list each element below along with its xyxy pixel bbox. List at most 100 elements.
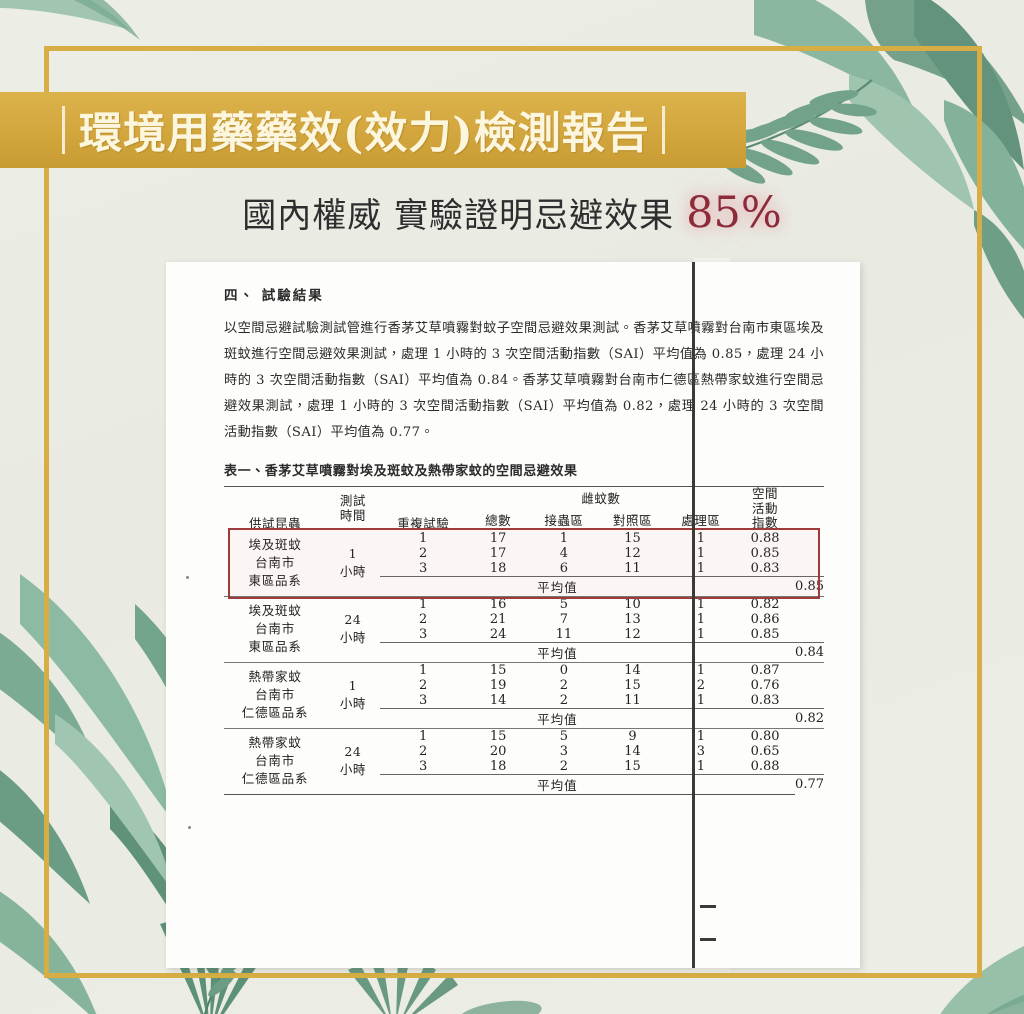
cell-treated: 1 <box>696 560 706 576</box>
table-average-row: 平均值 0.77 <box>224 773 824 794</box>
insect-line: 東區品系 <box>248 573 302 588</box>
table-row: 熱帶家蚊 台南市 仁德區品系 1 小時 1 15 0 14 1 0.87 <box>224 662 824 720</box>
cell-total: 24 <box>489 626 507 642</box>
table-row: 2 19 2 15 2 0.76 <box>224 678 824 693</box>
average-label: 平均值 <box>379 575 736 596</box>
scanned-report-page: 四、 試驗結果 以空間忌避試驗測試管進行香茅艾草噴霧對蚊子空間忌避效果測試。香茅… <box>166 262 860 968</box>
cell-control: 15 <box>624 677 641 693</box>
time-line: 小時 <box>339 696 366 711</box>
cell-sai: 0.88 <box>750 758 780 774</box>
insect-line: 台南市 <box>255 555 295 570</box>
cell-total: 16 <box>489 596 507 612</box>
cell-replicate: 2 <box>419 545 428 561</box>
cell-control: 14 <box>624 662 641 678</box>
results-table-head: 供試昆蟲 測試 時間 重複試驗 雌蚊數 空間 活動 指數 總數 接蟲區 對照區 處理區 <box>224 486 824 531</box>
cell-control: 11 <box>624 560 641 576</box>
cell-treated: 1 <box>696 596 706 612</box>
cell-release: 2 <box>559 677 569 693</box>
cell-replicate: 1 <box>419 530 428 546</box>
cell-control: 10 <box>624 596 641 612</box>
cell-sai: 0.85 <box>750 626 780 642</box>
insect-line: 仁德區品系 <box>241 771 309 786</box>
banner-divider-left <box>62 106 65 154</box>
table-row: 3 24 11 12 1 0.85 <box>224 627 824 643</box>
efficacy-percentage: 85% <box>686 188 782 238</box>
table-caption: 表一、香茅艾草噴霧對埃及斑蚊及熱帶家蚊的空間忌避效果 <box>224 464 578 479</box>
subtitle-text: 國內權威 實驗證明忌避效果 <box>242 196 675 236</box>
average-value: 0.77 <box>795 773 824 794</box>
average-value: 0.84 <box>795 641 824 662</box>
time-line: 24 <box>344 612 362 627</box>
table-row: 3 18 6 11 1 0.83 <box>224 561 824 577</box>
cell-release: 3 <box>559 743 569 759</box>
table-row: 2 20 3 14 3 0.65 <box>224 744 824 759</box>
cell-insect: 埃及斑蚊 台南市 東區品系 <box>224 596 326 662</box>
subtitle-row: 國內權威 實驗證明忌避效果 85% <box>0 188 1024 238</box>
cell-test-time: 1 小時 <box>326 531 380 597</box>
binder-mark-bottom <box>700 938 716 941</box>
table-row: 熱帶家蚊 台南市 仁德區品系 24 小時 1 15 5 9 1 0.80 <box>224 728 824 786</box>
cell-sai: 0.83 <box>750 560 780 576</box>
cell-test-time: 24 小時 <box>326 728 380 794</box>
cell-release: 1 <box>559 530 569 546</box>
th-insect: 供試昆蟲 <box>249 515 302 531</box>
cell-replicate: 3 <box>419 626 428 642</box>
banner-divider-right <box>661 106 665 154</box>
insect-line: 台南市 <box>255 621 295 636</box>
results-table: 供試昆蟲 測試 時間 重複試驗 雌蚊數 空間 活動 指數 總數 接蟲區 對照區 處理區 <box>224 486 824 798</box>
insect-line: 熱帶家蚊 <box>248 735 302 750</box>
cell-sai: 0.85 <box>750 545 780 561</box>
cell-treated: 1 <box>696 626 706 642</box>
insect-line: 埃及斑蚊 <box>248 603 302 618</box>
cell-treated: 1 <box>696 530 706 546</box>
cell-total: 18 <box>489 560 507 576</box>
insect-line: 熱帶家蚊 <box>248 669 302 684</box>
page-speck-2 <box>188 826 191 829</box>
time-line: 小時 <box>339 630 366 645</box>
cell-control: 12 <box>624 545 641 561</box>
results-table-wrapper: 供試昆蟲 測試 時間 重複試驗 雌蚊數 空間 活動 指數 總數 接蟲區 對照區 處理區 <box>224 486 824 798</box>
cell-total: 15 <box>489 662 507 678</box>
cell-control: 15 <box>624 530 641 546</box>
cell-replicate: 3 <box>419 692 428 708</box>
table-row: 3 18 2 15 1 0.88 <box>224 759 824 775</box>
cell-replicate: 1 <box>419 662 428 678</box>
cell-control: 12 <box>624 626 641 642</box>
cell-total: 17 <box>489 530 507 546</box>
document-page-edge <box>692 262 695 968</box>
th-control-zone: 對照區 <box>612 513 652 529</box>
cell-total: 20 <box>489 743 507 759</box>
cell-insect: 熱帶家蚊 台南市 仁德區品系 <box>224 728 326 794</box>
cell-release: 7 <box>559 611 569 627</box>
time-line: 24 <box>344 744 362 759</box>
cell-test-time: 1 小時 <box>326 662 380 728</box>
table-row: 埃及斑蚊 台南市 東區品系 1 小時 1 17 1 15 1 0.88 <box>224 530 824 589</box>
cell-sai: 0.88 <box>750 530 780 546</box>
cell-replicate: 2 <box>419 611 428 627</box>
page-title: 環境用藥藥效(效力)檢測報告 <box>79 109 650 159</box>
cell-replicate: 2 <box>419 677 428 693</box>
time-line: 1 <box>348 678 358 693</box>
cell-sai: 0.83 <box>750 692 780 708</box>
cell-release: 6 <box>559 560 569 576</box>
insect-line: 埃及斑蚊 <box>248 537 302 552</box>
cell-release: 2 <box>559 692 569 708</box>
th-treated-zone: 處理區 <box>681 513 721 529</box>
document-content: 四、 試驗結果 以空間忌避試驗測試管進行香茅艾草噴霧對蚊子空間忌避效果測試。香茅… <box>224 284 824 798</box>
cell-insect: 熱帶家蚊 台南市 仁德區品系 <box>224 662 326 728</box>
average-value: 0.82 <box>795 707 824 728</box>
average-label: 平均值 <box>379 641 736 662</box>
cell-control: 15 <box>624 758 641 774</box>
average-pad <box>735 575 796 596</box>
cell-control: 14 <box>624 743 641 759</box>
cell-total: 14 <box>489 692 507 708</box>
th-total: 總數 <box>485 513 512 529</box>
cell-sai: 0.80 <box>750 728 780 744</box>
cell-treated: 2 <box>696 677 706 693</box>
table-header-row-2: 總數 接蟲區 對照區 處理區 <box>224 509 824 531</box>
cell-control: 11 <box>624 692 641 708</box>
th-release-zone: 接蟲區 <box>544 513 584 529</box>
average-value: 0.85 <box>795 575 824 596</box>
table-average-row: 平均值 0.85 <box>224 575 824 596</box>
